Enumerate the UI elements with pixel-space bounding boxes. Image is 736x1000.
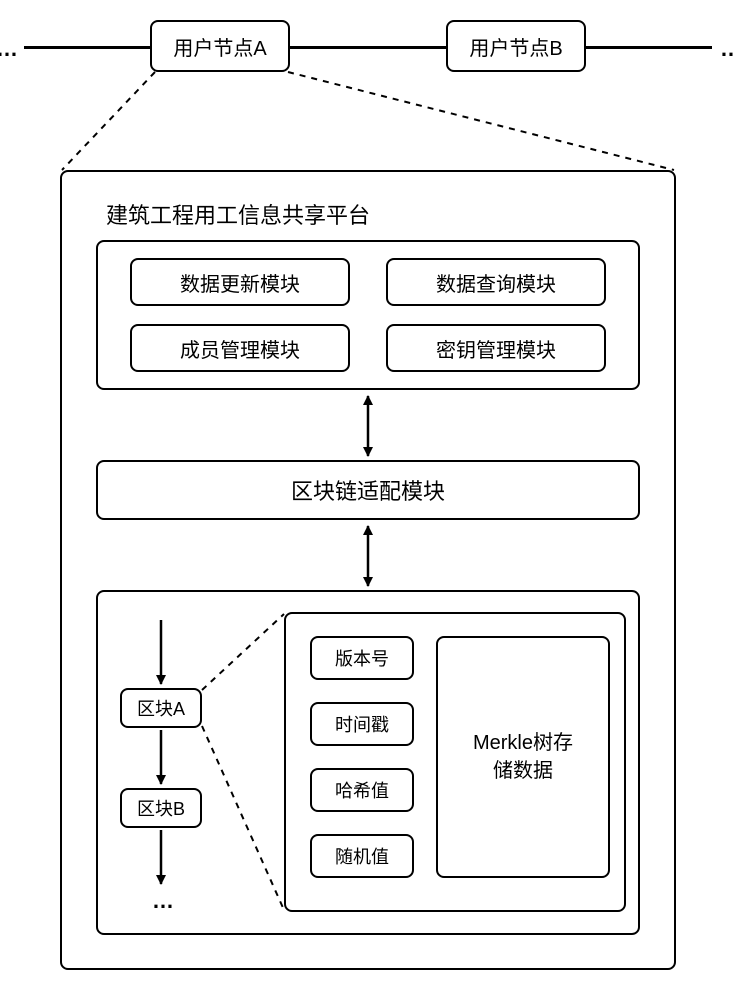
detail-hash-label: 哈希值 <box>335 777 389 803</box>
block-a: 区块A <box>120 688 202 728</box>
module-member-mgmt-label: 成员管理模块 <box>180 334 300 363</box>
block-b: 区块B <box>120 788 202 828</box>
user-node-a-label: 用户节点A <box>173 32 266 61</box>
detail-merkle-label: Merkle树存 储数据 <box>473 729 573 785</box>
ellipsis-right: … <box>720 36 736 62</box>
block-a-label: 区块A <box>137 695 185 721</box>
detail-version: 版本号 <box>310 636 414 680</box>
detail-version-label: 版本号 <box>335 645 389 671</box>
module-key-mgmt: 密钥管理模块 <box>386 324 606 372</box>
user-node-b-label: 用户节点B <box>469 32 562 61</box>
module-data-update: 数据更新模块 <box>130 258 350 306</box>
diagram-canvas: … … 用户节点A 用户节点B 建筑工程用工信息共享平台 数据更新模块 数据查询… <box>0 0 736 1000</box>
ellipsis-left: … <box>0 36 20 62</box>
module-data-query: 数据查询模块 <box>386 258 606 306</box>
module-data-update-label: 数据更新模块 <box>180 268 300 297</box>
module-key-mgmt-label: 密钥管理模块 <box>436 334 556 363</box>
user-node-b: 用户节点B <box>446 20 586 72</box>
block-b-label: 区块B <box>137 795 185 821</box>
module-data-query-label: 数据查询模块 <box>436 268 556 297</box>
detail-merkle: Merkle树存 储数据 <box>436 636 610 878</box>
detail-nonce-label: 随机值 <box>335 843 389 869</box>
user-node-a: 用户节点A <box>150 20 290 72</box>
chain-connector-line <box>24 46 712 49</box>
module-member-mgmt: 成员管理模块 <box>130 324 350 372</box>
detail-hash: 哈希值 <box>310 768 414 812</box>
detail-timestamp-label: 时间戳 <box>335 711 389 737</box>
detail-timestamp: 时间戳 <box>310 702 414 746</box>
chain-ellipsis: … <box>152 888 176 914</box>
adapter-label: 区块链适配模块 <box>291 474 445 506</box>
adapter-box: 区块链适配模块 <box>96 460 640 520</box>
platform-title: 建筑工程用工信息共享平台 <box>106 198 370 230</box>
detail-nonce: 随机值 <box>310 834 414 878</box>
